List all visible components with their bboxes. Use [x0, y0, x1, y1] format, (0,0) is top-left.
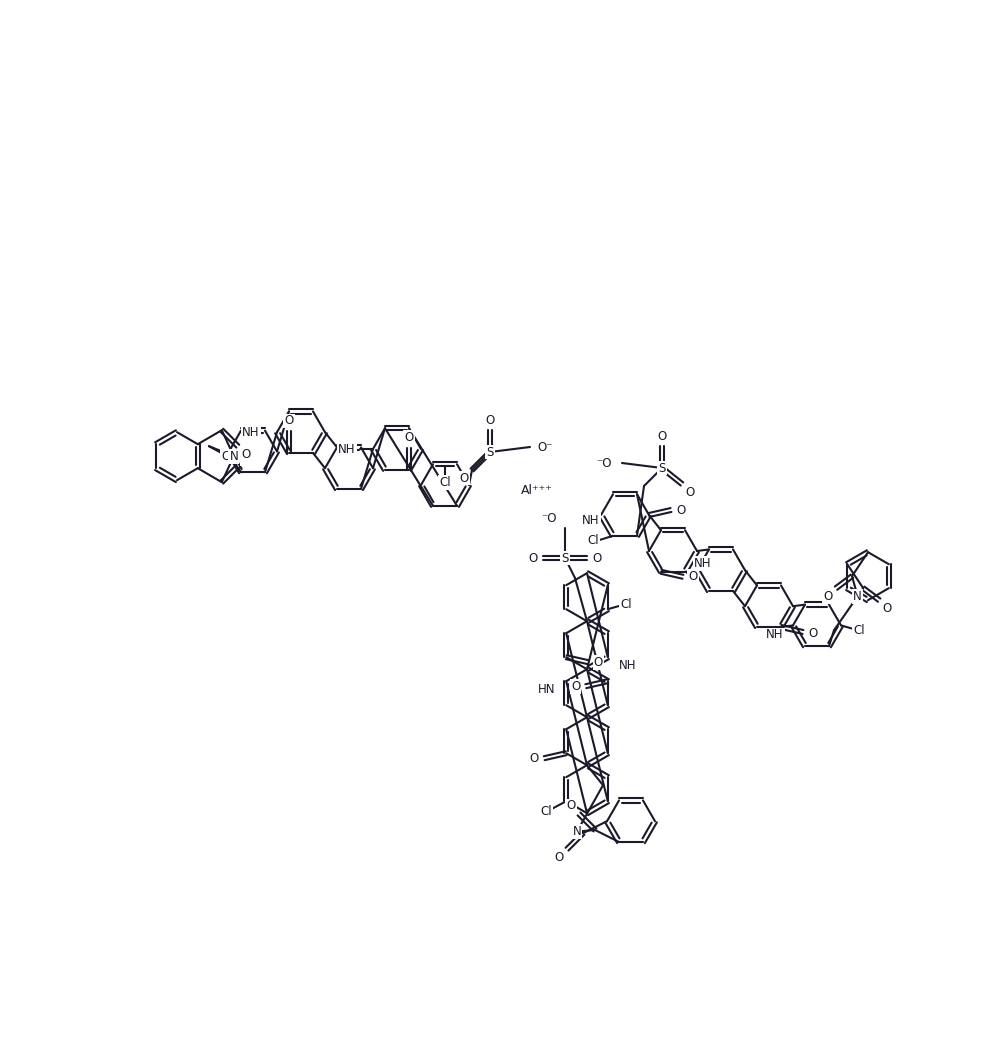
Text: O: O [824, 590, 833, 602]
Text: Cl: Cl [439, 476, 451, 488]
Text: Cl: Cl [541, 805, 552, 818]
Text: O⁻: O⁻ [537, 441, 553, 453]
Text: N: N [573, 825, 582, 838]
Text: O: O [685, 485, 694, 499]
Text: O: O [657, 429, 666, 443]
Text: O: O [241, 448, 250, 460]
Text: O: O [882, 601, 891, 615]
Text: N: N [229, 450, 238, 463]
Text: Cl: Cl [854, 624, 865, 637]
Text: S: S [658, 461, 665, 475]
Text: O: O [555, 850, 564, 864]
Text: HN: HN [538, 682, 555, 696]
Text: O: O [404, 431, 413, 444]
Text: ⁻O: ⁻O [541, 511, 557, 525]
Text: O: O [809, 627, 818, 641]
Text: O: O [688, 570, 697, 583]
Text: Cl: Cl [221, 450, 233, 463]
Text: S: S [562, 552, 569, 564]
Text: O: O [676, 504, 685, 516]
Text: S: S [486, 446, 494, 458]
Text: O: O [528, 552, 538, 564]
Text: O: O [530, 752, 539, 764]
Text: O: O [593, 552, 602, 564]
Text: Cl: Cl [588, 534, 599, 548]
Text: NH: NH [242, 426, 260, 439]
Text: NH: NH [620, 658, 636, 672]
Text: NH: NH [694, 557, 712, 570]
Text: O: O [285, 415, 294, 427]
Text: O: O [594, 655, 603, 669]
Text: O: O [241, 452, 250, 465]
Text: N: N [854, 590, 862, 602]
Text: NH: NH [766, 628, 784, 642]
Text: O: O [459, 472, 469, 484]
Text: NH: NH [583, 513, 600, 527]
Text: ⁻O: ⁻O [597, 456, 612, 470]
Text: O: O [571, 679, 581, 693]
Text: O: O [567, 800, 576, 812]
Text: Cl: Cl [620, 597, 631, 611]
Text: Al⁺⁺⁺: Al⁺⁺⁺ [521, 483, 553, 497]
Text: NH: NH [339, 443, 356, 455]
Text: O: O [485, 414, 495, 426]
